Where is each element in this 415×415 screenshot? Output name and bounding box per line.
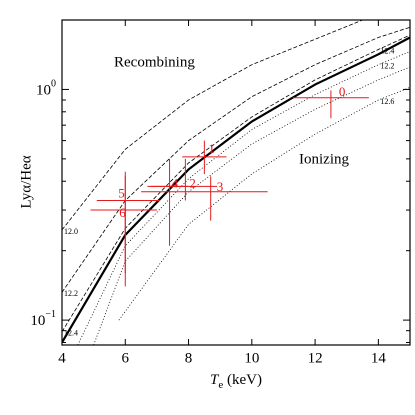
model-curve — [77, 51, 410, 345]
point-label: 4 — [172, 175, 179, 190]
x-tick-label: 4 — [58, 350, 66, 366]
model-curve — [62, 36, 410, 344]
x-label-sub: e — [218, 379, 223, 391]
x-tick-label: 10 — [244, 350, 259, 366]
y-tick-label: 10−1 — [30, 309, 56, 329]
x-tick-label: 8 — [185, 350, 193, 366]
y-tick-exponent: −1 — [45, 309, 56, 320]
point-label: 0 — [339, 84, 346, 99]
model-curve — [118, 87, 410, 321]
curve-label: 12.6 — [380, 97, 394, 106]
curve-label: 12.2 — [380, 62, 394, 71]
point-label: 1 — [208, 141, 215, 156]
y-axis-label: Lyα/Heα — [18, 155, 34, 208]
point-label: 5 — [118, 185, 125, 200]
point-label: 3 — [217, 179, 224, 194]
annotation: Ionizing — [299, 151, 349, 167]
y-tick-base: 10 — [30, 314, 45, 330]
point-label: 2 — [189, 175, 196, 190]
model-curve — [62, 20, 363, 231]
x-axis-label: Te (keV) — [210, 372, 262, 390]
y-tick-base: 10 — [36, 83, 51, 99]
curve-label: 12.0 — [64, 227, 78, 236]
curve-label: 12.2 — [64, 289, 78, 298]
x-label-main: T — [210, 372, 220, 388]
x-label-rest: (keV) — [223, 372, 262, 388]
y-tick-exponent: 0 — [51, 79, 56, 90]
curve-label: 12.4 — [380, 46, 394, 55]
x-tick-label: 6 — [122, 350, 130, 366]
plot-frame — [61, 19, 411, 346]
x-tick-label: 12 — [308, 350, 323, 366]
x-tick-label: 14 — [371, 350, 387, 366]
y-tick-label: 100 — [36, 79, 56, 99]
point-label: 6 — [119, 205, 126, 220]
model-curve — [62, 34, 410, 332]
curve-label: 12.4 — [64, 329, 78, 338]
annotation: Recombining — [114, 54, 195, 70]
